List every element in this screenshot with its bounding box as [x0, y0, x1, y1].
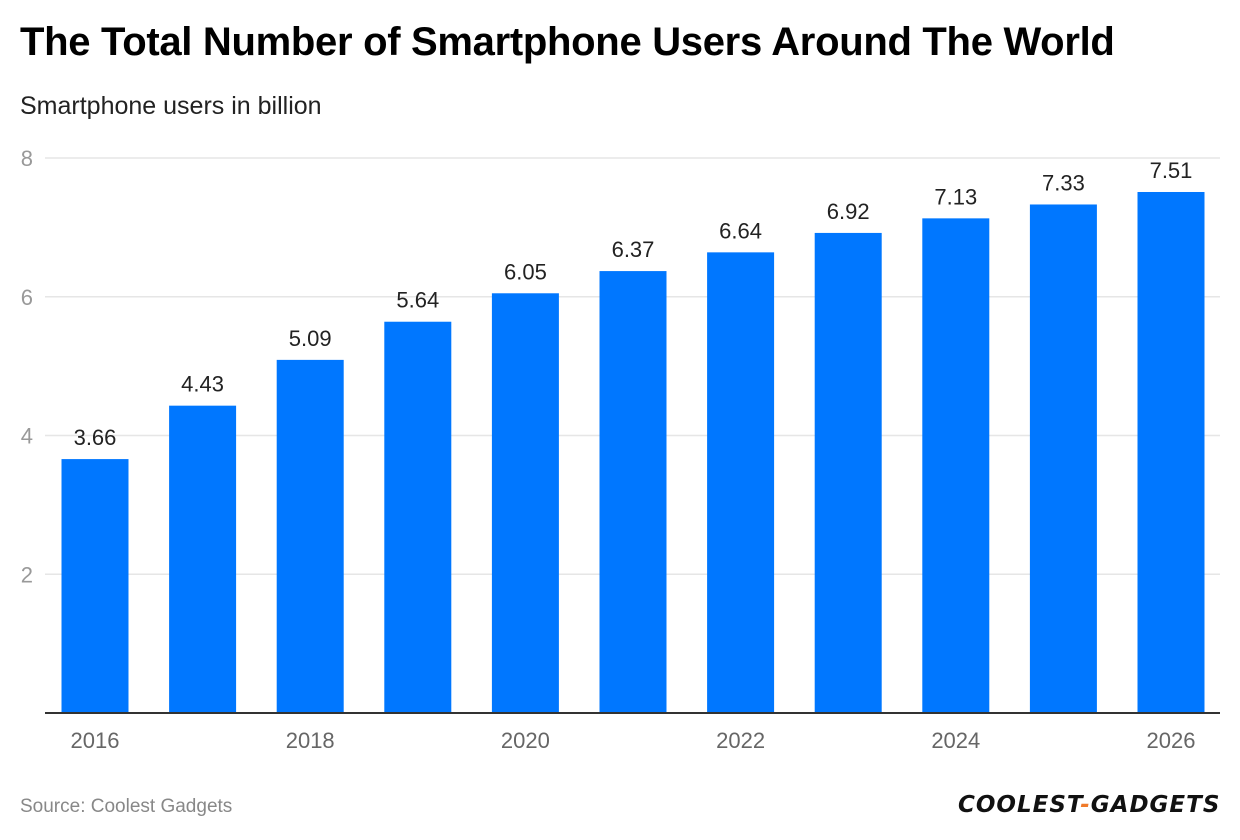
bar-2026	[1137, 191, 1205, 713]
y-tick-label: 8	[21, 146, 33, 171]
data-label-2022: 6.64	[719, 218, 762, 243]
data-label-2019: 5.64	[396, 288, 439, 313]
y-tick-label: 4	[21, 424, 33, 449]
source-note: Source: Coolest Gadgets	[20, 796, 233, 817]
data-label-2016: 3.66	[74, 425, 117, 450]
x-tick-label: 2026	[1147, 728, 1196, 753]
y-tick-label: 2	[21, 562, 33, 587]
data-label-2018: 5.09	[289, 326, 332, 351]
data-label-2025: 7.33	[1042, 170, 1085, 195]
bar-2018	[276, 359, 344, 713]
bar-2016	[61, 459, 129, 713]
bar-2022	[707, 252, 775, 713]
data-label-2023: 6.92	[827, 199, 870, 224]
bar-2019	[384, 321, 452, 713]
chart-title: The Total Number of Smartphone Users Aro…	[20, 20, 1115, 64]
x-tick-label: 2018	[286, 728, 335, 753]
x-tick-label: 2024	[931, 728, 980, 753]
x-tick-label: 2020	[501, 728, 550, 753]
chart-subtitle: Smartphone users in billion	[20, 92, 322, 120]
data-label-2020: 6.05	[504, 259, 547, 284]
data-label-2024: 7.13	[934, 184, 977, 209]
bar-2021	[599, 271, 667, 713]
bar-2023	[814, 232, 882, 714]
x-tick-label: 2016	[71, 728, 120, 753]
bar-2024	[922, 218, 990, 713]
data-label-2026: 7.51	[1150, 158, 1193, 183]
y-tick-label: 6	[21, 285, 33, 310]
data-label-2017: 4.43	[181, 372, 224, 397]
coolest-gadgets-logo: COOLEST-GADGETS	[958, 792, 1221, 818]
bar-2025	[1029, 204, 1097, 713]
x-tick-label: 2022	[716, 728, 765, 753]
bar-2017	[169, 405, 237, 713]
bar-2020	[491, 293, 559, 713]
data-label-2021: 6.37	[612, 237, 655, 262]
